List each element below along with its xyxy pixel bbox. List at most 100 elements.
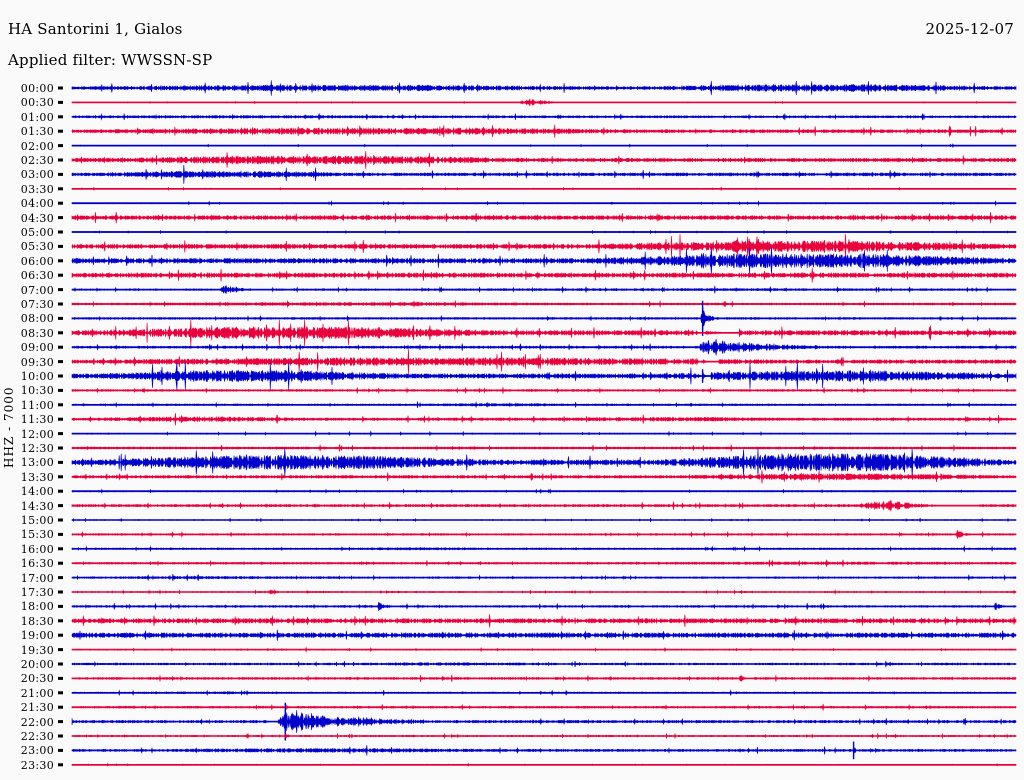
time-label-1300: 13:00 [20, 456, 54, 470]
time-label-0600: 06:00 [20, 254, 54, 268]
seismic-trace-1800 [71, 601, 1017, 611]
seismic-trace-2100 [71, 689, 1017, 697]
time-label-1830: 18:30 [20, 614, 54, 628]
seismic-trace-0130 [71, 124, 1017, 138]
time-label-2030: 20:30 [20, 672, 54, 686]
time-label-0900: 09:00 [20, 341, 54, 355]
seismic-trace-0300 [71, 164, 1017, 184]
seismic-trace-2300 [71, 745, 1017, 756]
seismic-trace-2200 [71, 710, 1017, 734]
time-label-1500: 15:00 [20, 514, 54, 527]
time-label-1030: 10:30 [20, 384, 54, 398]
seismic-trace-1700 [71, 574, 1017, 582]
seismic-trace-1430 [71, 499, 1017, 512]
time-label-1130: 11:30 [20, 413, 54, 427]
time-label-1730: 17:30 [20, 586, 54, 599]
time-label-1230: 12:30 [20, 442, 54, 455]
time-label-0700: 07:00 [20, 283, 54, 297]
seismic-trace-1330 [71, 470, 1017, 484]
seismic-trace-1030 [71, 386, 1017, 395]
time-label-1200: 12:00 [20, 427, 54, 441]
time-label-0630: 06:30 [20, 269, 54, 283]
seismic-trace-0400 [71, 200, 1017, 207]
time-label-0000: 00:00 [20, 82, 54, 95]
time-label-0730: 07:30 [20, 298, 54, 311]
time-label-0800: 08:00 [20, 312, 54, 326]
time-label-0500: 05:00 [20, 226, 54, 239]
time-label-2200: 22:00 [20, 715, 54, 729]
seismic-trace-0600 [71, 247, 1017, 275]
seismic-trace-2000 [71, 660, 1017, 668]
time-label-1600: 16:00 [20, 542, 54, 556]
time-label-0400: 04:00 [20, 197, 54, 211]
time-label-2000: 20:00 [20, 658, 54, 671]
time-label-2100: 21:00 [20, 686, 54, 700]
time-label-1100: 11:00 [20, 398, 54, 412]
time-label-0330: 03:30 [20, 182, 54, 196]
seismic-trace-2130 [71, 703, 1017, 711]
time-label-0130: 01:30 [20, 125, 54, 139]
seismic-trace-0530 [71, 234, 1017, 259]
seismic-trace-0030 [71, 98, 1017, 107]
seismic-trace-2330 [71, 762, 1017, 767]
seismic-trace-1230 [71, 444, 1017, 452]
seismic-trace-1930 [71, 646, 1017, 653]
time-label-1400: 14:00 [20, 485, 54, 499]
time-label-1530: 15:30 [20, 528, 54, 542]
time-label-2130: 21:30 [20, 701, 54, 715]
time-label-0230: 02:30 [20, 154, 54, 167]
time-label-0030: 00:30 [20, 96, 54, 110]
seismic-trace-0500 [71, 229, 1017, 235]
seismic-trace-1530 [71, 529, 1017, 540]
seismic-trace-0800 [71, 306, 1017, 331]
time-label-0930: 09:30 [20, 355, 54, 369]
time-label-1630: 16:30 [20, 557, 54, 571]
seismic-trace-1000 [71, 362, 1017, 390]
seismic-trace-0700 [71, 284, 1017, 295]
time-label-2300: 23:00 [20, 744, 54, 758]
seismic-trace-1830 [71, 614, 1017, 628]
seismic-trace-0830 [71, 319, 1017, 347]
seismic-trace-1300 [71, 448, 1017, 477]
seismic-trace-0000 [71, 80, 1017, 96]
seismic-trace-1900 [71, 629, 1017, 641]
seismic-trace-0100 [71, 113, 1017, 121]
time-label-1430: 14:30 [20, 499, 54, 513]
time-label-0830: 08:30 [20, 326, 54, 340]
page-title: HA Santorini 1, Gialos [8, 20, 183, 38]
seismic-trace-0330 [71, 186, 1017, 192]
record-date: 2025-12-07 [925, 20, 1014, 38]
time-label-0530: 05:30 [20, 240, 54, 254]
seismic-trace-0230 [71, 151, 1017, 169]
seismic-trace-0200 [71, 143, 1017, 149]
applied-filter-label: Applied filter: WWSSN-SP [8, 51, 213, 69]
time-label-0300: 03:00 [20, 168, 54, 182]
time-label-1800: 18:00 [20, 600, 54, 614]
seismic-trace-0900 [71, 339, 1017, 356]
time-label-1930: 19:30 [20, 643, 54, 657]
seismic-trace-0430 [71, 211, 1017, 224]
time-label-1900: 19:00 [20, 629, 54, 643]
seismic-trace-0630 [71, 267, 1017, 283]
time-label-1000: 10:00 [20, 370, 54, 383]
time-label-2330: 23:30 [20, 758, 54, 772]
seismic-trace-0930 [71, 349, 1017, 374]
seismic-trace-0730 [71, 299, 1017, 309]
seismic-trace-1730 [71, 589, 1017, 595]
seismic-trace-1100 [71, 401, 1017, 409]
time-label-0430: 04:30 [20, 211, 54, 225]
seismic-trace-1200 [71, 430, 1017, 437]
time-label-0200: 02:00 [20, 139, 54, 153]
time-label-1330: 13:30 [20, 470, 54, 484]
seismic-trace-1400 [71, 488, 1017, 495]
seismic-trace-2030 [71, 674, 1017, 683]
seismic-trace-2230 [71, 732, 1017, 740]
time-label-0100: 01:00 [20, 110, 54, 124]
time-label-1700: 17:00 [20, 571, 54, 585]
seismic-trace-1130 [71, 413, 1017, 426]
seismic-trace-1500 [71, 517, 1017, 523]
seismic-trace-1630 [71, 559, 1017, 567]
time-label-2230: 22:30 [20, 730, 54, 743]
